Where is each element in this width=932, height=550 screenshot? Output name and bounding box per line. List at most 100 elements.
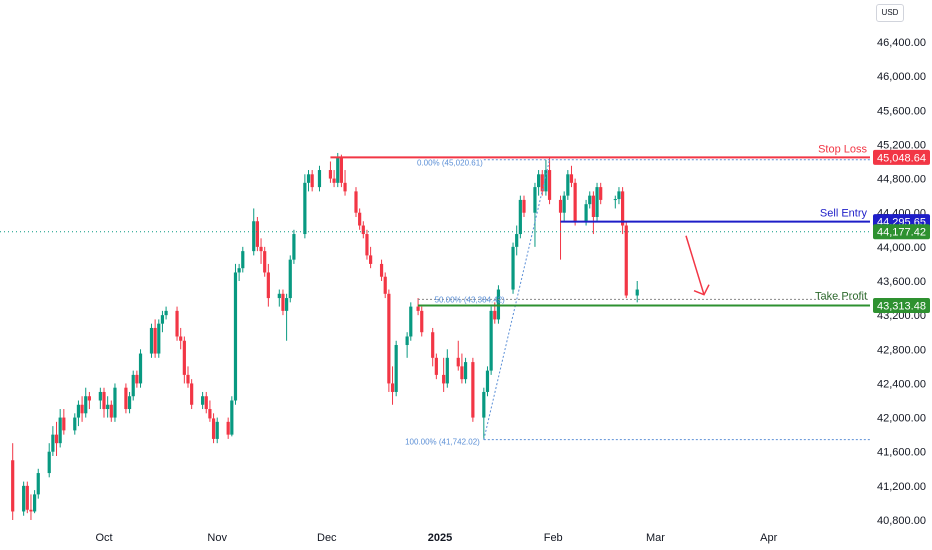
candle — [621, 187, 625, 235]
candle-body — [339, 157, 343, 183]
candle — [310, 170, 314, 192]
candle — [540, 170, 544, 196]
candle — [328, 161, 333, 183]
candle-body — [515, 234, 519, 247]
candle — [522, 195, 526, 217]
candle — [339, 154, 343, 188]
candle-body — [493, 310, 497, 320]
candle — [518, 195, 522, 239]
candle — [201, 391, 205, 410]
candle — [515, 225, 519, 256]
candle-body — [241, 251, 245, 269]
candle-body — [522, 199, 526, 213]
candle — [456, 340, 460, 371]
candle-body — [434, 357, 438, 375]
candle — [263, 246, 267, 277]
candle-body — [164, 310, 168, 316]
candle — [58, 409, 62, 448]
candle — [379, 259, 384, 281]
candle-body — [569, 174, 574, 183]
candle-body — [317, 170, 322, 188]
candle — [416, 298, 420, 316]
projection-arrow — [685, 235, 710, 296]
candle-body — [138, 353, 143, 384]
candle-body — [263, 251, 267, 273]
candle — [292, 229, 296, 264]
candle — [533, 182, 537, 247]
candle — [138, 349, 143, 388]
candle-body — [288, 259, 292, 299]
arrow-shaft — [685, 235, 705, 295]
candle-body — [233, 272, 238, 401]
candle — [11, 443, 15, 520]
candle-body — [131, 374, 135, 397]
candle — [365, 229, 369, 260]
candle — [204, 391, 208, 414]
time-axis[interactable]: Oct Nov Dec 2025 Feb Mar Apr — [95, 532, 777, 544]
price-tick-label: 42,400.00 — [877, 378, 926, 390]
stop-loss-price-badge: 45,048.64 — [873, 149, 930, 165]
candle-body — [635, 289, 639, 296]
candle-body — [405, 336, 409, 346]
candle-body — [292, 234, 296, 260]
candle-body — [537, 174, 541, 188]
candle-body — [98, 391, 102, 401]
candle — [106, 396, 110, 418]
time-tick-label: Feb — [544, 532, 563, 544]
candle — [485, 366, 490, 397]
candle-body — [186, 374, 190, 384]
candle-body — [365, 234, 369, 256]
candle — [624, 221, 628, 299]
candle — [332, 170, 336, 188]
candle-body — [201, 396, 205, 405]
candle-body — [230, 400, 234, 435]
candle — [33, 490, 37, 514]
candle — [635, 281, 639, 303]
take-profit-label: Take Profit — [815, 290, 867, 302]
currency-button[interactable]: USD — [876, 4, 904, 22]
candle-body — [416, 306, 420, 311]
candle-body — [383, 276, 387, 294]
candle-body — [354, 191, 358, 213]
fib-level-0-label: 0.00% (45,020.61) — [417, 159, 483, 168]
candle — [361, 221, 365, 239]
price-axis[interactable]: 46,400.00 46,000.00 45,600.00 45,200.00 44,8… — [877, 37, 926, 527]
candle-body — [80, 404, 84, 414]
candle — [547, 157, 552, 205]
candle-series — [11, 152, 639, 520]
candle-body — [54, 434, 59, 444]
candle-body — [456, 357, 460, 367]
candle-body — [106, 404, 110, 410]
candle-body — [621, 191, 625, 226]
fibonacci-retracement[interactable]: 0.00% (45,020.61) 50.00% (43,384.42) 100… — [405, 159, 870, 447]
candle-body — [591, 195, 595, 217]
candle-body — [588, 195, 592, 205]
candle-body — [584, 204, 588, 222]
candle-body — [306, 174, 311, 183]
candle — [369, 246, 373, 269]
candle-body — [310, 174, 314, 188]
candle-body — [336, 157, 340, 183]
candle-body — [36, 473, 40, 495]
candle — [445, 349, 449, 388]
candle — [537, 170, 541, 196]
candle — [387, 289, 391, 392]
candle-body — [252, 221, 256, 252]
candle — [157, 319, 161, 358]
candle-body — [613, 199, 617, 201]
candle-body — [482, 391, 486, 418]
candle-body — [511, 246, 515, 290]
candle-body — [211, 418, 216, 439]
candle — [241, 246, 245, 273]
candle — [566, 170, 570, 200]
candle-body — [25, 485, 29, 510]
candle — [613, 195, 617, 209]
time-tick-label: 2025 — [428, 532, 452, 544]
price-tick-label: 43,600.00 — [877, 276, 926, 288]
fib-level-50-label: 50.00% (43,384.42) — [435, 295, 506, 304]
candle — [285, 293, 289, 341]
candle — [599, 182, 603, 205]
candle-body — [332, 178, 336, 183]
candle — [573, 178, 577, 226]
